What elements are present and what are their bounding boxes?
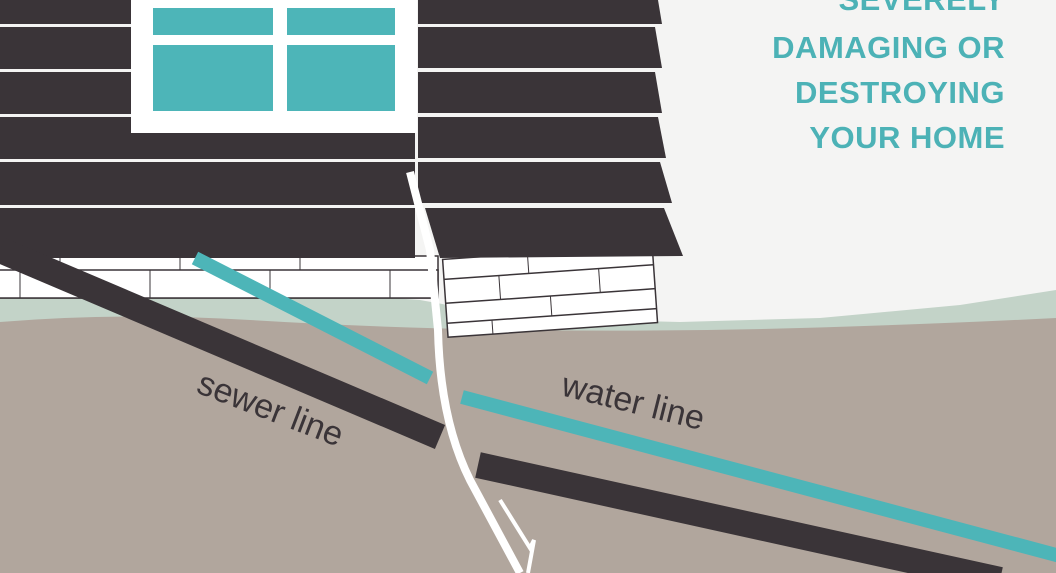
headline: SEVERELY DAMAGING OR DESTROYING YOUR HOM… [772,0,1005,155]
sewer-pipe [0,238,446,449]
headline-line: DAMAGING OR [772,30,1005,65]
siding-right [418,0,683,258]
sewer-pipe [475,452,1003,573]
ground [0,316,1056,573]
headline-line: SEVERELY [838,0,1005,17]
water-pipe [191,251,434,385]
crack [406,171,524,573]
water-pipe [460,390,1056,563]
crack-arrow [498,498,536,573]
headline-line: YOUR HOME [809,120,1005,155]
foundation-right [441,243,659,339]
window [131,0,417,133]
headline-line: DESTROYING [795,75,1005,110]
